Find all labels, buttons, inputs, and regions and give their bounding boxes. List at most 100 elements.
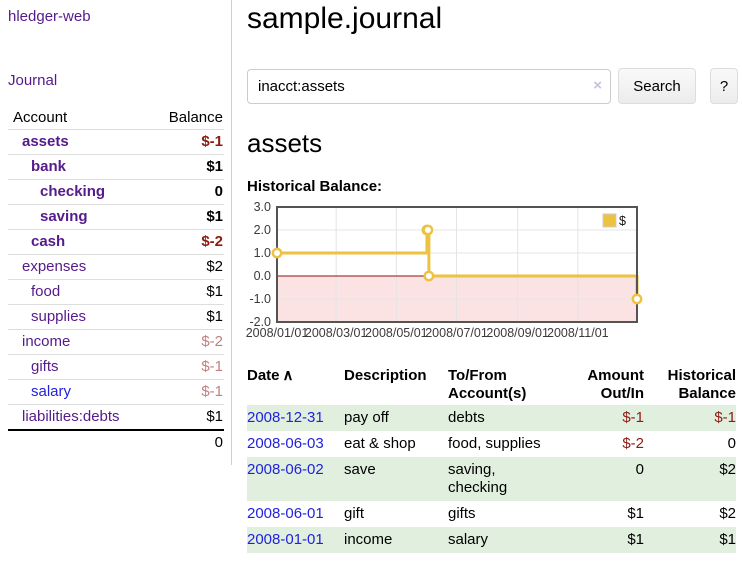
account-row: saving $1	[8, 204, 224, 230]
x-tick-label: 2008/03/01	[305, 326, 368, 340]
y-tick-label: -1.0	[249, 292, 271, 306]
account-link[interactable]: food	[31, 283, 61, 300]
register-balance: $-1	[714, 409, 736, 426]
account-balance: 0	[148, 179, 224, 205]
account-link[interactable]: expenses	[22, 258, 87, 275]
sidebar: hledger-web Journal Account Balance asse…	[0, 0, 232, 465]
register-date-cell: 2008-06-02	[247, 457, 344, 501]
register-description: income	[344, 531, 393, 548]
account-name-cell: expenses	[8, 254, 149, 280]
x-tick-label: 2008/11/01	[547, 326, 609, 340]
account-row: cash $-2	[8, 229, 224, 255]
legend-swatch	[602, 213, 617, 228]
data-point-marker	[271, 247, 283, 259]
account-link[interactable]: saving	[40, 208, 88, 225]
account-link[interactable]: assets	[22, 133, 69, 150]
transaction-date-link[interactable]: 2008-06-02	[247, 461, 324, 478]
register-accounts: debts	[448, 409, 485, 426]
account-name-cell: saving	[8, 204, 149, 230]
account-balance: $1	[148, 204, 224, 230]
account-row: liabilities:debts $1	[8, 404, 224, 431]
search-input[interactable]	[247, 68, 611, 104]
account-balance: $1	[148, 154, 224, 180]
accounts-table: Account Balance assets $-1 bank $1 checking 0…	[8, 106, 224, 455]
account-link[interactable]: bank	[31, 158, 67, 175]
help-button[interactable]: ?	[710, 68, 738, 104]
y-tick-label: 3.0	[254, 200, 271, 214]
account-row: assets $-1	[8, 129, 224, 155]
register-row: 2008-12-31 pay off debts $-1 $-1	[247, 405, 736, 431]
register-col-date[interactable]: Date ∧	[247, 365, 344, 405]
account-balance: $2	[148, 254, 224, 280]
register-col-accounts[interactable]: To/From Account(s)	[448, 365, 559, 405]
register-amount: $-1	[622, 409, 644, 426]
register-date-cell: 2008-01-01	[247, 527, 344, 553]
register-balance: $1	[719, 531, 736, 548]
y-tick-label: 0.0	[254, 269, 271, 283]
account-balance: $-2	[148, 329, 224, 355]
register-table-header: Date ∧ Description To/From Account(s) Amo…	[247, 365, 736, 405]
app-title: hledger-web	[8, 8, 224, 25]
account-row: supplies $1	[8, 304, 224, 330]
register-accounts: saving, checking	[448, 461, 508, 496]
x-tick-label: 2008/01/01	[246, 326, 309, 340]
search-button[interactable]: Search	[618, 68, 696, 104]
register-col-description[interactable]: Description	[344, 365, 448, 405]
account-balance: $-1	[148, 354, 224, 380]
register-accounts: salary	[448, 531, 489, 548]
clear-search-icon[interactable]: ×	[593, 76, 602, 94]
y-tick-label: -2.0	[249, 315, 271, 329]
account-link[interactable]: checking	[40, 183, 106, 200]
account-row: expenses $2	[8, 254, 224, 280]
register-table-body: 2008-12-31 pay off debts $-1 $-1 2008-06-03 ea…	[247, 405, 736, 553]
register-date-cell: 2008-06-01	[247, 501, 344, 527]
transaction-date-link[interactable]: 2008-12-31	[247, 409, 324, 426]
register-table: Date ∧ Description To/From Account(s) Amo…	[247, 365, 736, 553]
register-row: 2008-01-01 income salary $1 $1	[247, 527, 736, 553]
account-link[interactable]: gifts	[31, 358, 59, 375]
account-balance: $1	[148, 304, 224, 330]
accounts-header-row: Account Balance	[8, 106, 224, 130]
account-link[interactable]: salary	[31, 383, 72, 400]
account-row: checking 0	[8, 179, 224, 205]
register-date-cell: 2008-06-03	[247, 431, 344, 457]
data-point-marker	[631, 293, 643, 305]
data-point-marker	[422, 224, 434, 236]
sidebar-item-journal[interactable]: Journal	[8, 72, 58, 89]
register-header-row: Date ∧ Description To/From Account(s) Amo…	[247, 365, 736, 405]
register-row: 2008-06-03 eat & shop food, supplies $-2 0	[247, 431, 736, 457]
sort-ascending-icon: ∧	[282, 367, 294, 384]
data-point-marker	[423, 270, 435, 282]
y-tick-label: 1.0	[254, 246, 271, 260]
account-link[interactable]: cash	[31, 233, 66, 250]
register-date-cell: 2008-12-31	[247, 405, 344, 431]
register-balance: $2	[719, 505, 736, 522]
x-tick-label: 2008/07/01	[425, 326, 488, 340]
account-link[interactable]: supplies	[31, 308, 87, 325]
accounts-total-row: 0	[8, 429, 224, 455]
account-row: income $-2	[8, 329, 224, 355]
transaction-date-link[interactable]: 2008-01-01	[247, 531, 324, 548]
account-name-cell: cash	[8, 229, 149, 255]
register-amount: $1	[627, 531, 644, 548]
account-link[interactable]: liabilities:debts	[22, 408, 120, 425]
accounts-total-balance: 0	[148, 429, 224, 455]
register-accounts: food, supplies	[448, 435, 541, 452]
amount-column-label-line1: Amount	[587, 367, 644, 384]
search-bar: × Search ?	[247, 68, 742, 104]
register-col-amount[interactable]: Amount Out/In	[559, 365, 644, 405]
app-title-link[interactable]: hledger-web	[8, 8, 91, 25]
register-description: eat & shop	[344, 435, 416, 452]
register-amount: 0	[635, 461, 644, 478]
register-description: pay off	[344, 409, 389, 426]
transaction-date-link[interactable]: 2008-06-03	[247, 435, 324, 452]
register-col-balance[interactable]: Historical Balance	[644, 365, 736, 405]
account-link[interactable]: income	[22, 333, 71, 350]
account-row: gifts $-1	[8, 354, 224, 380]
register-description: gift	[344, 505, 365, 522]
transaction-date-link[interactable]: 2008-06-01	[247, 505, 324, 522]
search-box: ×	[247, 68, 611, 104]
accounts-header-account: Account	[8, 106, 149, 130]
account-name-cell: assets	[8, 129, 149, 155]
account-balance: $-1	[148, 379, 224, 405]
